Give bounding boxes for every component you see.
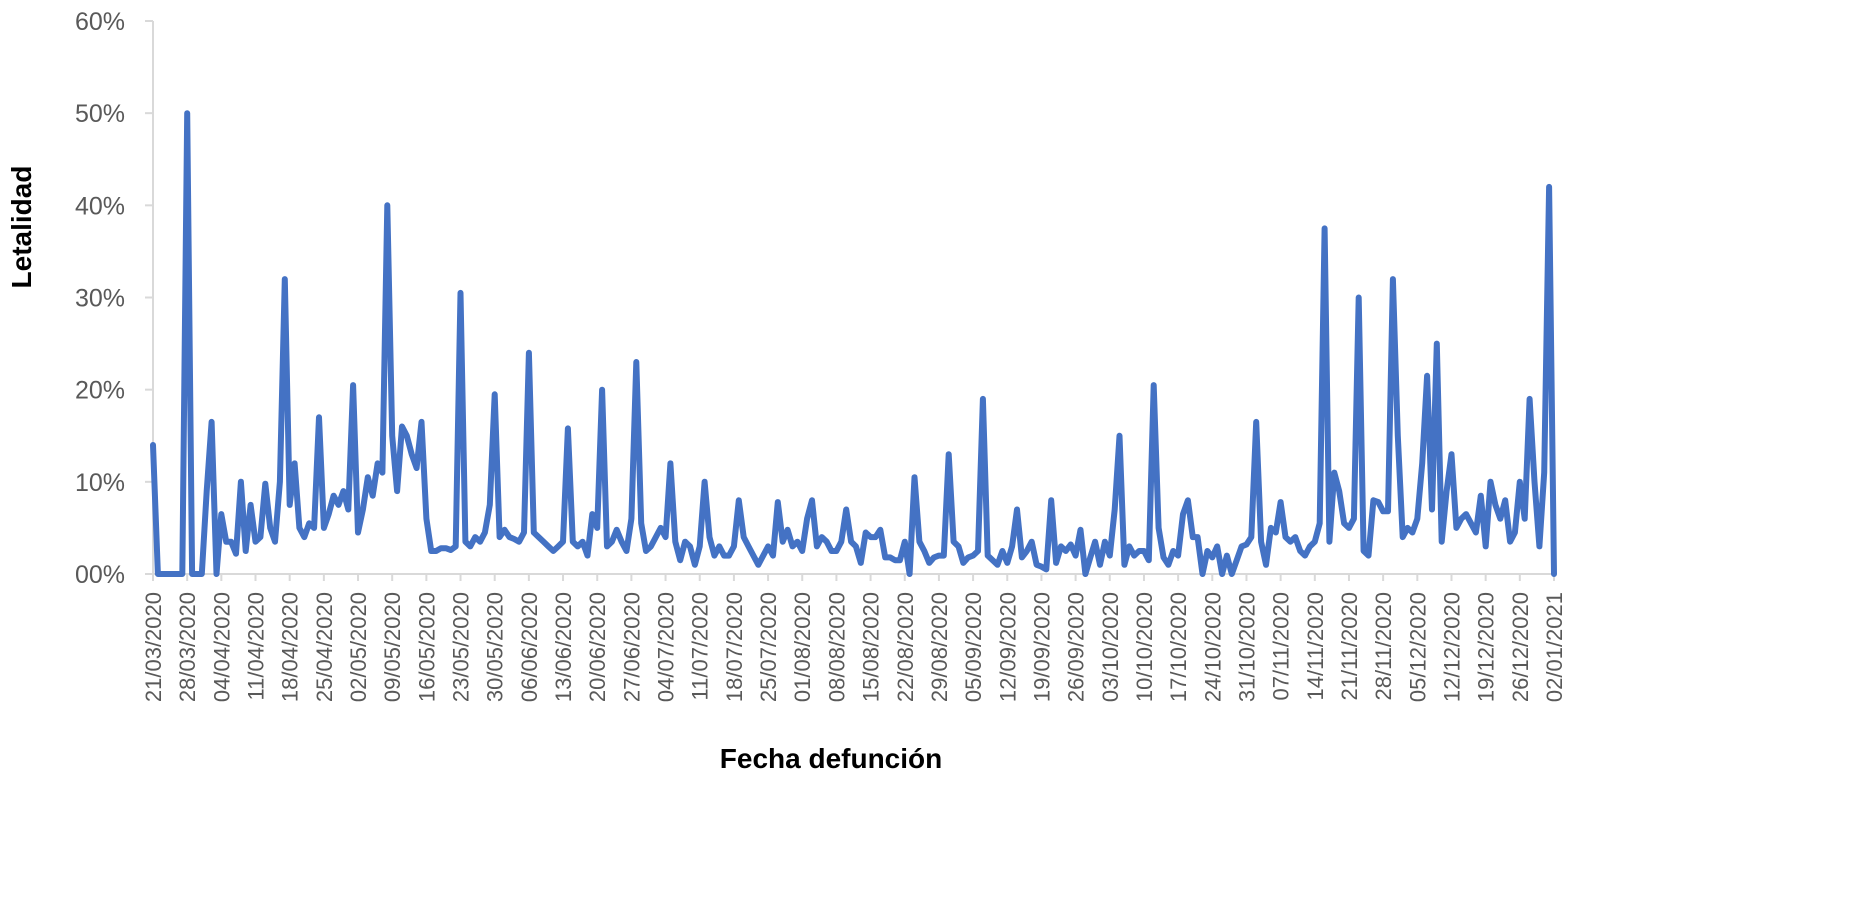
- x-tick-label: 21/11/2020: [1337, 592, 1362, 700]
- x-tick-label: 12/09/2020: [995, 592, 1020, 702]
- x-tick-label: 14/11/2020: [1303, 592, 1328, 700]
- x-tick-label: 02/05/2020: [346, 592, 371, 702]
- x-tick-label: 18/04/2020: [278, 592, 303, 702]
- x-tick-label: 12/12/2020: [1439, 592, 1464, 702]
- x-tick-label: 29/08/2020: [927, 592, 952, 702]
- x-tick-label: 01/08/2020: [790, 592, 815, 702]
- x-tick-label: 17/10/2020: [1166, 592, 1191, 702]
- x-tick-label: 13/06/2020: [551, 592, 576, 702]
- x-axis-title: Fecha defunción: [720, 743, 942, 774]
- x-axis-tick-labels: 21/03/2020 28/03/2020 04/04/2020 11/04/2020…: [141, 592, 1567, 702]
- x-tick-label: 18/07/2020: [722, 592, 747, 702]
- y-tick-label: 30%: [75, 285, 125, 313]
- x-tick-label: 08/08/2020: [824, 592, 849, 702]
- y-tick-label: 60%: [75, 8, 125, 36]
- y-tick-label: 20%: [75, 377, 125, 405]
- x-tick-label: 11/07/2020: [688, 592, 713, 700]
- x-tick-label: 19/09/2020: [1029, 592, 1054, 702]
- x-tick-label: 25/04/2020: [312, 592, 337, 702]
- x-tick-label: 26/09/2020: [1064, 592, 1089, 702]
- x-axis-tick-marks: [152, 574, 1555, 581]
- x-tick-label: 05/12/2020: [1405, 592, 1430, 702]
- y-tick-label: 50%: [75, 100, 125, 128]
- x-tick-label: 23/05/2020: [449, 592, 474, 702]
- x-tick-label: 30/05/2020: [483, 592, 508, 702]
- x-tick-label: 28/03/2020: [175, 592, 200, 702]
- x-tick-label: 25/07/2020: [756, 592, 781, 702]
- series-line: [150, 110, 1557, 577]
- y-tick-label: 00%: [75, 561, 125, 589]
- x-tick-label: 06/06/2020: [517, 592, 542, 702]
- x-tick-label: 09/05/2020: [380, 592, 405, 702]
- x-tick-label: 27/06/2020: [619, 592, 644, 702]
- x-tick-label: 16/05/2020: [414, 592, 439, 702]
- x-tick-label: 31/10/2020: [1234, 592, 1259, 702]
- x-tick-label: 04/07/2020: [654, 592, 679, 702]
- y-axis-tick-marks: [145, 20, 153, 575]
- x-tick-label: 11/04/2020: [244, 592, 269, 700]
- x-tick-label: 19/12/2020: [1474, 592, 1499, 702]
- x-tick-label: 03/10/2020: [1098, 592, 1123, 702]
- x-tick-label: 20/06/2020: [585, 592, 610, 702]
- x-tick-label: 15/08/2020: [859, 592, 884, 702]
- x-tick-label: 26/12/2020: [1508, 592, 1533, 702]
- x-tick-label: 24/10/2020: [1200, 592, 1225, 702]
- x-tick-label: 21/03/2020: [141, 592, 166, 702]
- x-tick-label: 28/11/2020: [1371, 592, 1396, 700]
- y-tick-label: 40%: [75, 192, 125, 220]
- x-tick-label: 07/11/2020: [1269, 592, 1294, 700]
- y-axis-tick-labels: 00% 10% 20% 30% 40% 50% 60%: [75, 8, 125, 589]
- y-axis-title: Letalidad: [6, 166, 37, 289]
- x-tick-label: 04/04/2020: [209, 592, 234, 702]
- x-tick-label: 10/10/2020: [1132, 592, 1157, 702]
- y-tick-label: 10%: [75, 469, 125, 497]
- x-tick-label: 22/08/2020: [893, 592, 918, 702]
- x-tick-label: 02/01/2021: [1542, 592, 1567, 702]
- x-tick-label: 05/09/2020: [961, 592, 986, 702]
